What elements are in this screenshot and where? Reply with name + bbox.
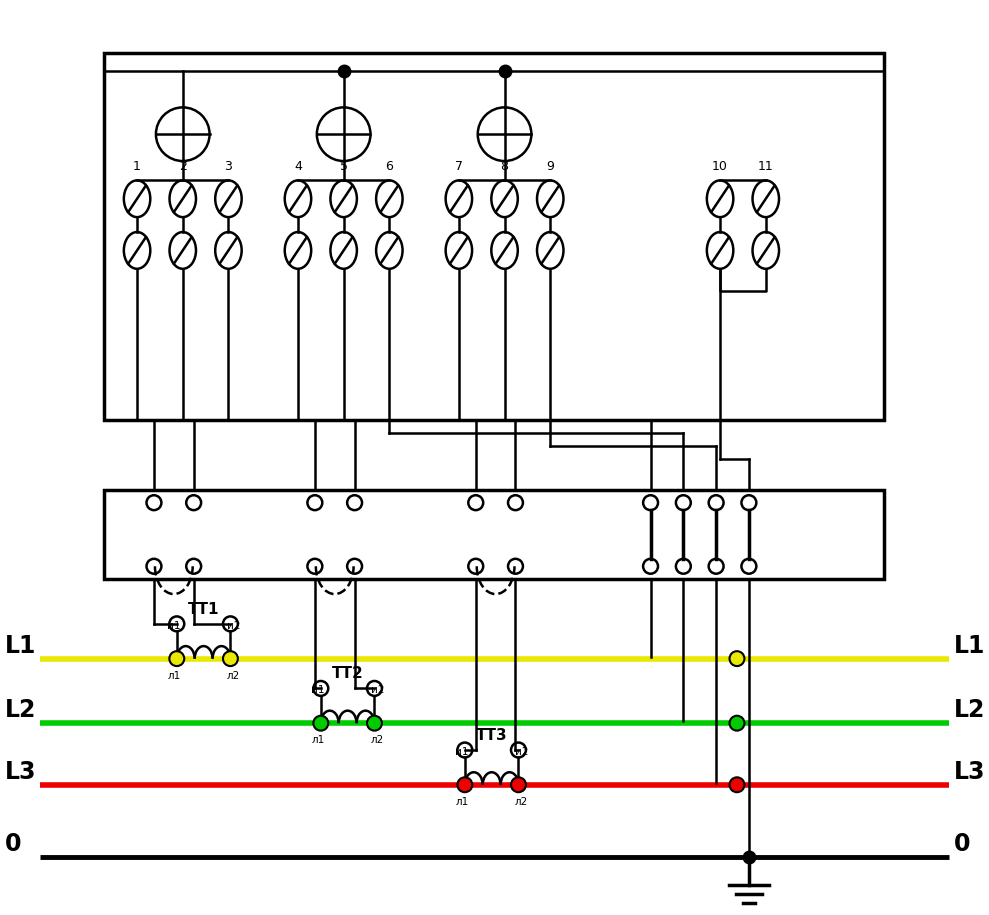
- Text: 5: 5: [339, 160, 348, 174]
- Text: и1: и1: [167, 620, 181, 630]
- Text: L1: L1: [953, 634, 985, 658]
- Text: 0: 0: [953, 833, 970, 856]
- Text: 4: 4: [294, 160, 302, 174]
- Text: 1: 1: [134, 160, 141, 174]
- Text: л2: л2: [371, 735, 384, 745]
- Text: л2: л2: [226, 671, 240, 681]
- Bar: [104, 490, 884, 579]
- Text: 3: 3: [225, 160, 232, 174]
- Text: ТТ3: ТТ3: [476, 728, 507, 743]
- Text: 10: 10: [712, 160, 728, 174]
- Circle shape: [169, 651, 184, 666]
- Bar: [104, 53, 884, 420]
- Text: 6: 6: [386, 160, 394, 174]
- Text: 11: 11: [758, 160, 773, 174]
- Text: л1: л1: [455, 797, 469, 807]
- Circle shape: [730, 778, 745, 792]
- Text: L1: L1: [5, 634, 37, 658]
- Circle shape: [730, 716, 745, 731]
- Text: и2: и2: [226, 620, 240, 630]
- Text: и1: и1: [455, 747, 469, 757]
- Text: л2: л2: [515, 797, 528, 807]
- Circle shape: [457, 778, 473, 792]
- Text: L2: L2: [5, 698, 37, 722]
- Text: 8: 8: [500, 160, 508, 174]
- Text: ТТ2: ТТ2: [331, 666, 364, 682]
- Text: L3: L3: [5, 759, 37, 784]
- Circle shape: [367, 716, 382, 731]
- Circle shape: [730, 651, 745, 666]
- Text: ТТ1: ТТ1: [188, 602, 220, 617]
- Text: л1: л1: [312, 735, 324, 745]
- Text: и1: и1: [312, 685, 324, 695]
- Circle shape: [314, 716, 328, 731]
- Text: л1: л1: [167, 671, 180, 681]
- Text: 9: 9: [546, 160, 554, 174]
- Text: 2: 2: [179, 160, 187, 174]
- Text: L2: L2: [953, 698, 985, 722]
- Text: 7: 7: [455, 160, 463, 174]
- Circle shape: [511, 778, 526, 792]
- Text: и2: и2: [514, 747, 528, 757]
- Text: L3: L3: [953, 759, 985, 784]
- Text: 0: 0: [5, 833, 22, 856]
- Circle shape: [223, 651, 238, 666]
- Text: и2: и2: [371, 685, 384, 695]
